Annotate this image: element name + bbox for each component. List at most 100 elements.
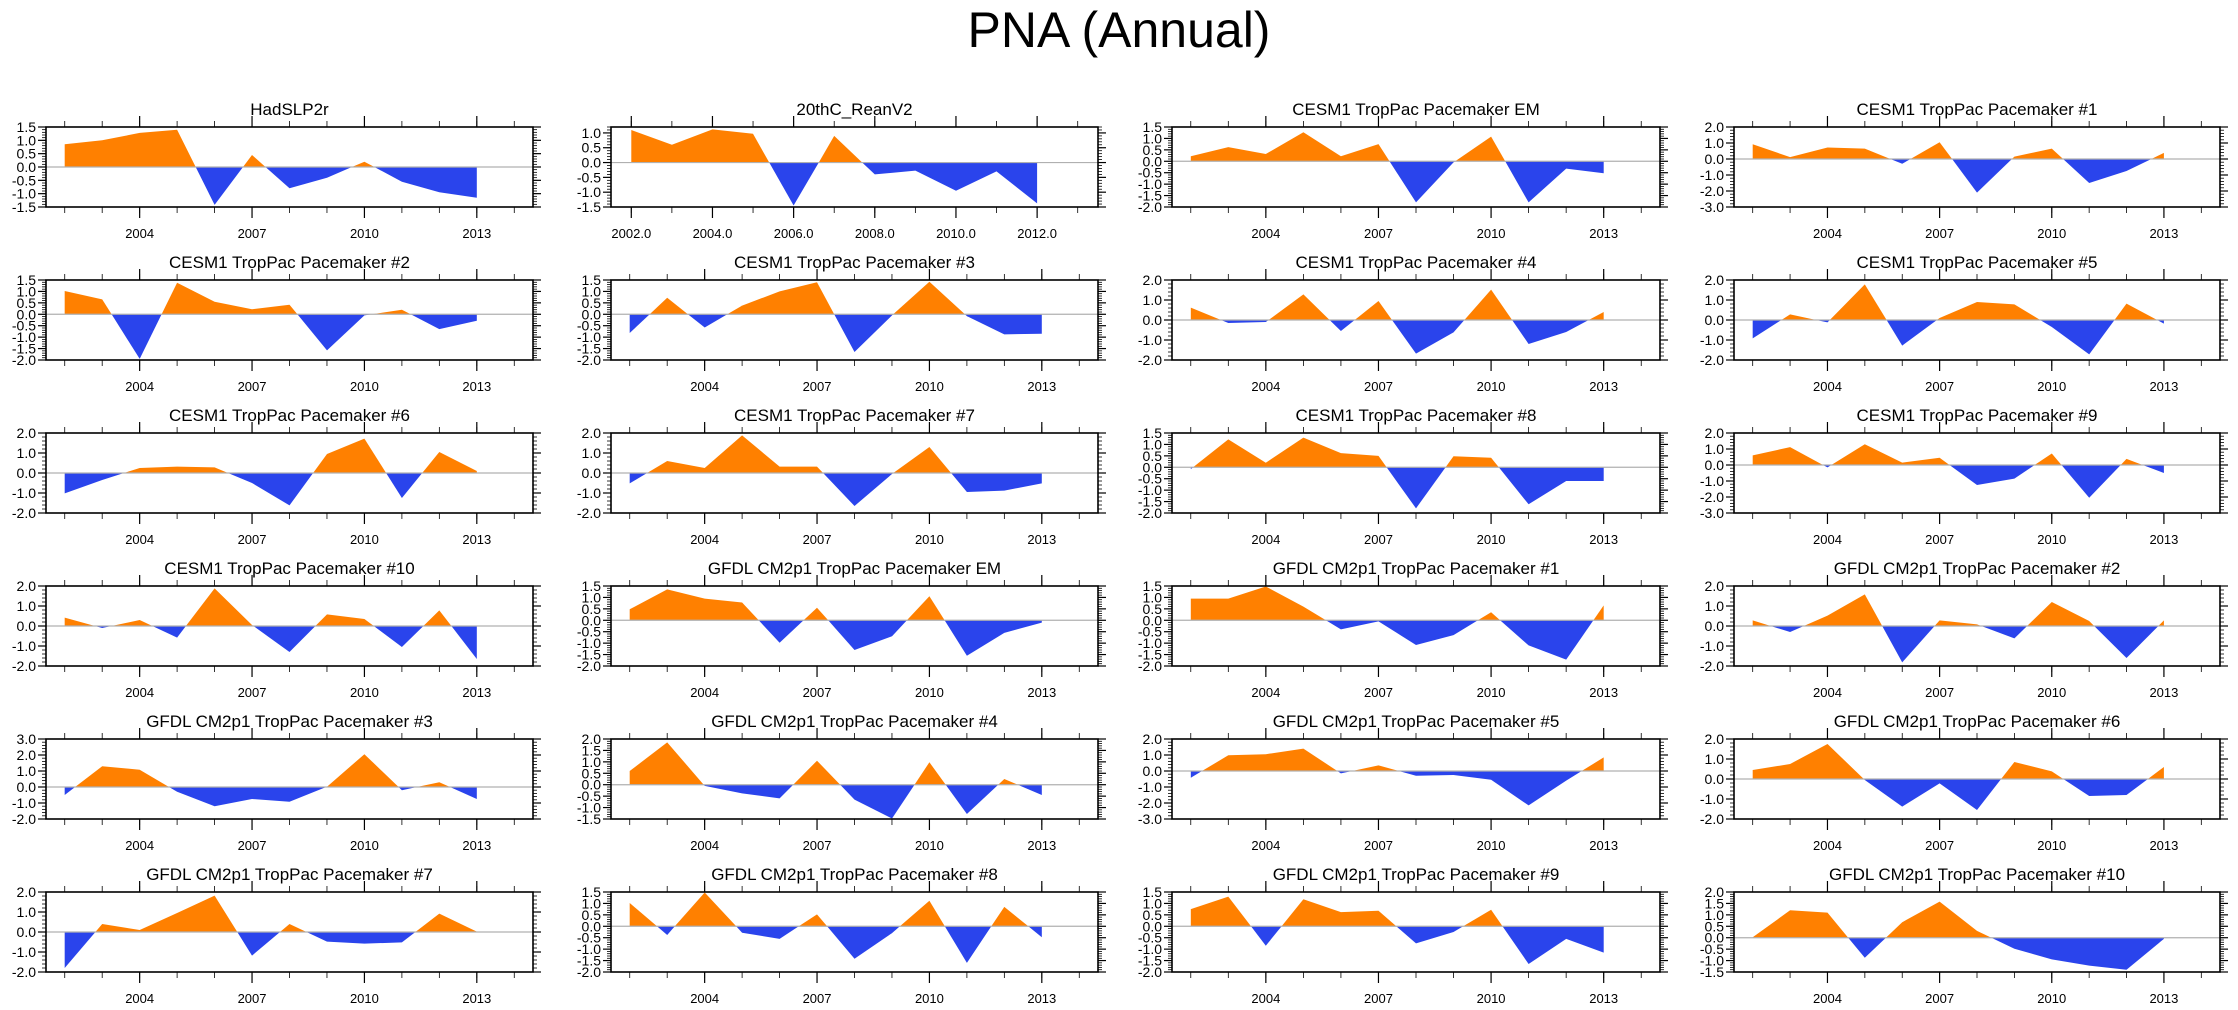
y-tick-label: -0.5 xyxy=(1138,930,1162,946)
panel-title: GFDL CM2p1 TropPac Pacemaker #6 xyxy=(1834,712,2121,731)
x-tick-label: 2013 xyxy=(462,991,491,1006)
negative-area xyxy=(736,926,799,939)
y-tick-label: 1.5 xyxy=(582,272,602,288)
x-tick-label: 2004 xyxy=(1813,226,1842,241)
y-tick-label: 1.0 xyxy=(1143,436,1163,452)
y-tick-label: -2.0 xyxy=(1138,199,1162,215)
negative-area xyxy=(629,473,648,484)
y-tick-label: 2.0 xyxy=(17,425,37,441)
y-tick-label: -2.0 xyxy=(577,505,601,521)
panel-title: GFDL CM2p1 TropPac Pacemaker EM xyxy=(708,559,1001,578)
y-tick-label: 1.5 xyxy=(1143,119,1163,135)
negative-area xyxy=(823,473,894,506)
panel-title: GFDL CM2p1 TropPac Pacemaker #8 xyxy=(711,865,998,884)
negative-area xyxy=(2063,779,2148,796)
y-tick-label: 0.0 xyxy=(582,465,602,481)
negative-area xyxy=(1325,620,1478,645)
positive-area xyxy=(2011,148,2064,159)
positive-area xyxy=(2147,767,2164,779)
positive-area xyxy=(416,782,450,787)
positive-area xyxy=(674,892,737,927)
y-tick-label: -0.5 xyxy=(1138,471,1162,487)
y-tick-label: 1.0 xyxy=(17,445,37,461)
x-tick-label: 2013 xyxy=(1589,685,1618,700)
positive-area xyxy=(111,620,153,626)
y-tick-label: 0.0 xyxy=(1705,930,1725,946)
negative-area xyxy=(758,620,804,643)
y-tick-label: -2.0 xyxy=(12,811,36,827)
negative-area xyxy=(827,926,900,959)
positive-area xyxy=(1752,910,1849,938)
x-tick-label: 2004 xyxy=(690,991,719,1006)
y-tick-label: 0.0 xyxy=(1143,763,1163,779)
panel: GFDL CM2p1 TropPac Pacemaker #9 1.51.00.5… xyxy=(1138,865,1668,1006)
y-tick-label: 1.0 xyxy=(1705,751,1725,767)
negative-area xyxy=(1952,159,2012,193)
positive-area xyxy=(1193,437,1387,468)
y-tick-label: -1.0 xyxy=(577,329,601,345)
panel: GFDL CM2p1 TropPac Pacemaker #6 2.0 1.0 0.0… xyxy=(1700,712,2228,853)
x-tick-label: 2013 xyxy=(462,532,491,547)
positive-area xyxy=(1910,142,1953,159)
negative-area xyxy=(253,626,316,652)
negative-area xyxy=(1752,320,1782,339)
panel: CESM1 TropPac Pacemaker #8 1.51.00.50.0-0… xyxy=(1138,406,1668,547)
negative-area xyxy=(629,314,650,333)
y-tick-label: -1.0 xyxy=(12,485,36,501)
x-tick-label: 2004 xyxy=(125,532,154,547)
y-tick-label: 0.0 xyxy=(17,159,37,175)
x-tick-label: 2004 xyxy=(690,838,719,853)
x-tick-label: 2007 xyxy=(1364,838,1393,853)
y-tick-label: -1.0 xyxy=(12,638,36,654)
positive-area xyxy=(1885,901,1992,938)
y-tick-label: -2.0 xyxy=(1700,811,1724,827)
positive-area xyxy=(1752,447,1823,465)
x-tick-label: 2013 xyxy=(2149,991,2178,1006)
y-tick-label: -2.0 xyxy=(577,964,601,980)
x-tick-label: 2010 xyxy=(915,379,944,394)
negative-area xyxy=(945,784,999,814)
y-tick-label: -0.5 xyxy=(577,169,601,185)
x-tick-label: 2004 xyxy=(690,685,719,700)
y-tick-label: 0.0 xyxy=(582,306,602,322)
positive-area xyxy=(243,155,266,167)
x-tick-label: 2010 xyxy=(350,532,379,547)
negative-area xyxy=(951,473,1042,492)
x-tick-label: 2007 xyxy=(238,379,267,394)
negative-area xyxy=(1396,926,1464,944)
x-tick-label: 2007 xyxy=(238,991,267,1006)
x-tick-label: 2004 xyxy=(1251,379,1280,394)
y-tick-label: 0.0 xyxy=(1143,312,1163,328)
positive-area xyxy=(1352,765,1399,771)
positive-area xyxy=(1581,757,1604,771)
y-tick-label: 2.0 xyxy=(1705,425,1725,441)
positive-area xyxy=(803,607,829,621)
panel: GFDL CM2p1 TropPac Pacemaker #7 2.0 1.0 0.0… xyxy=(12,865,541,1006)
positive-area xyxy=(1752,744,1864,779)
positive-area xyxy=(1477,612,1501,621)
panel: GFDL CM2p1 TropPac Pacemaker #3 3.02.01.0… xyxy=(12,712,541,853)
panel-title: CESM1 TropPac Pacemaker #2 xyxy=(169,253,410,272)
panel: CESM1 TropPac Pacemaker #5 2.0 1.0 0.0 -1.0 -… xyxy=(1700,253,2228,394)
negative-area xyxy=(657,926,675,935)
negative-area xyxy=(1221,320,1269,323)
x-tick-label: 2010 xyxy=(2037,226,2066,241)
y-tick-label: 2.0 xyxy=(1705,578,1725,594)
y-tick-label: -1.0 xyxy=(12,186,36,202)
negative-area xyxy=(2142,465,2164,473)
x-tick-label: 2010 xyxy=(915,991,944,1006)
negative-area xyxy=(152,626,186,638)
positive-area xyxy=(1202,748,1338,771)
negative-area xyxy=(265,167,352,189)
positive-area xyxy=(371,309,411,315)
panel: GFDL CM2p1 TropPac Pacemaker #10 2.01.51.… xyxy=(1700,865,2228,1006)
positive-area xyxy=(1464,289,1513,320)
x-tick-label: 2013 xyxy=(1027,532,1056,547)
panel-title: 20thC_ReanV2 xyxy=(796,100,912,119)
y-tick-label: -2.0 xyxy=(577,658,601,674)
x-tick-label: 2010 xyxy=(1477,685,1506,700)
panel-title: GFDL CM2p1 TropPac Pacemaker #4 xyxy=(711,712,998,731)
positive-area xyxy=(422,452,477,473)
y-tick-label: 1.5 xyxy=(582,578,602,594)
positive-area xyxy=(2120,458,2143,465)
